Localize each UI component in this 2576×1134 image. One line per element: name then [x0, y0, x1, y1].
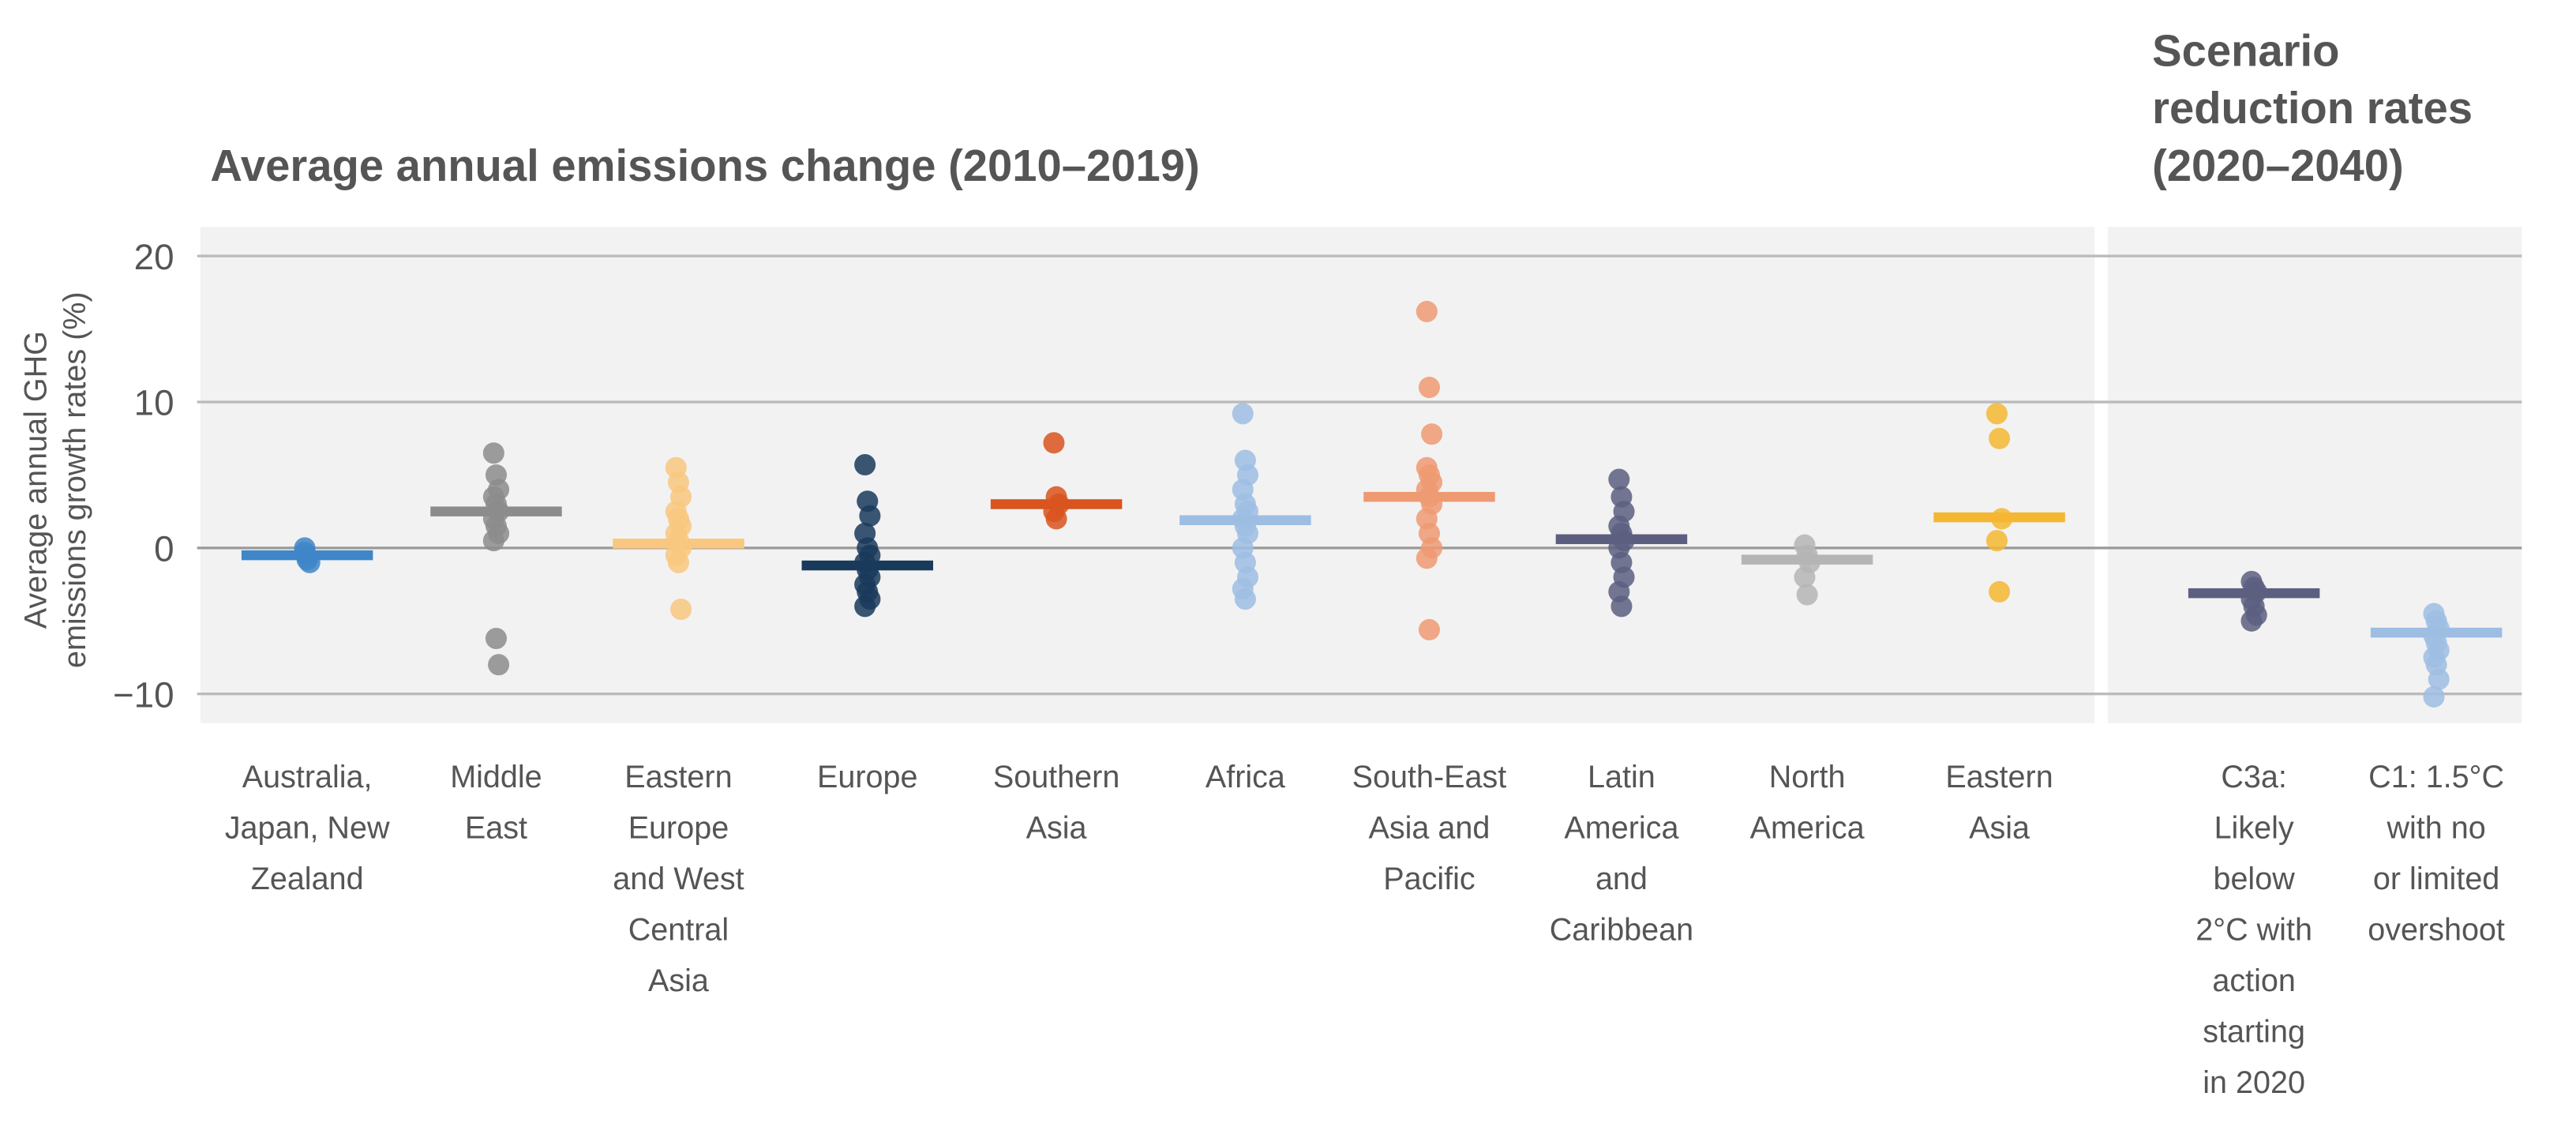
x-tick-label-box: South-East Asia and Pacific: [1352, 760, 1507, 898]
x-tick-label-box: C3a: Likely below 2°C with action starti…: [2195, 760, 2312, 1102]
data-point: [482, 442, 504, 464]
x-tick-label: Southern Asia: [992, 760, 1120, 847]
x-tick-label-box: North America: [1749, 760, 1865, 847]
x-tick-label: North America: [1749, 760, 1865, 847]
x-tick-label-box: Europe: [817, 760, 918, 796]
category-group: [1555, 468, 1688, 618]
panel-title-box: Scenario reduction rates (2020–2040): [2152, 26, 2473, 191]
x-tick-label: Eastern Europe and West Central Asia: [613, 760, 744, 1000]
data-point: [488, 654, 510, 676]
y-tick-label: 20: [134, 237, 174, 277]
panel-title-box: Average annual emissions change (2010–20…: [210, 141, 1200, 191]
category-group: [1933, 403, 2065, 603]
x-tick-label-box: Eastern Europe and West Central Asia: [613, 760, 744, 1000]
data-point: [1989, 580, 2011, 603]
x-tick-label-box: Latin America and Caribbean: [1549, 760, 1694, 948]
mean-bar: [1179, 515, 1311, 526]
panel-background: [2107, 227, 2522, 723]
panel-background: [200, 227, 2095, 723]
category-group: [990, 432, 1123, 530]
x-tick-label: Eastern Asia: [1945, 760, 2053, 847]
mean-bar: [990, 499, 1123, 509]
x-tick-label: South-East Asia and Pacific: [1352, 760, 1507, 898]
data-point: [1421, 423, 1443, 445]
data-point: [1985, 530, 2008, 552]
x-tick-label: Latin America and Caribbean: [1549, 760, 1694, 948]
data-point: [2240, 610, 2263, 632]
y-tick-label: −10: [113, 674, 174, 715]
data-point: [854, 595, 876, 618]
data-point: [1415, 300, 1438, 322]
data-point: [1608, 468, 1630, 490]
data-point: [1985, 403, 2008, 425]
mean-bar: [1741, 554, 1873, 565]
x-tick-label: C1: 1.5°C with no or limited overshoot: [2368, 760, 2505, 948]
data-point: [2428, 668, 2450, 690]
data-point: [1794, 566, 1816, 588]
mean-bar: [241, 550, 373, 561]
y-tick-label: 0: [154, 529, 174, 569]
x-tick-label-box: Middle East: [450, 760, 542, 847]
data-point: [1418, 618, 1440, 640]
data-point: [1610, 595, 1633, 618]
x-tick-label-box: C1: 1.5°C with no or limited overshoot: [2368, 760, 2505, 948]
category-group: [241, 537, 373, 573]
x-tick-label: Middle East: [450, 760, 542, 847]
category-group: [1741, 534, 1873, 606]
category-group: [1179, 403, 1311, 610]
category-group: [801, 453, 934, 618]
data-point: [1418, 377, 1440, 399]
data-point: [1232, 403, 1254, 425]
data-point: [854, 453, 876, 476]
x-tick-label: Africa: [1205, 760, 1285, 796]
category-group: [2188, 570, 2320, 632]
x-tick-label: C3a: Likely below 2°C with action starti…: [2195, 760, 2312, 1102]
y-axis-label: Average annual GHG: [18, 331, 53, 629]
data-point: [1234, 588, 1256, 610]
mean-bar: [1555, 534, 1688, 545]
data-point: [859, 505, 881, 527]
data-point: [2423, 685, 2445, 708]
mean-bar: [1363, 491, 1495, 502]
data-point: [670, 598, 692, 621]
data-point: [1989, 427, 2011, 449]
x-tick-label-box: Australia, Japan, New Zealand: [224, 760, 390, 898]
x-tick-label-box: Eastern Asia: [1945, 760, 2053, 847]
category-group: [430, 442, 562, 676]
mean-bar: [1933, 512, 2065, 523]
x-tick-label-box: Southern Asia: [992, 760, 1120, 847]
data-point: [1043, 432, 1065, 454]
x-tick-label: Europe: [817, 760, 918, 796]
data-point: [1796, 584, 1818, 606]
data-point: [667, 551, 689, 573]
panel-title: Scenario reduction rates (2020–2040): [2152, 26, 2473, 191]
mean-bar: [801, 560, 934, 571]
data-point: [482, 530, 504, 552]
data-point: [485, 627, 507, 650]
x-tick-label: Australia, Japan, New Zealand: [224, 760, 390, 898]
mean-bar: [430, 506, 562, 516]
panel-title: Average annual emissions change (2010–20…: [210, 141, 1200, 191]
mean-bar: [613, 539, 744, 549]
category-group: [2370, 603, 2503, 708]
category-group: [613, 456, 744, 621]
mean-bar: [2370, 627, 2503, 638]
data-point: [1045, 508, 1067, 530]
y-tick-label: 10: [134, 383, 174, 423]
data-point: [1415, 547, 1438, 569]
mean-bar: [2188, 588, 2320, 599]
category-group: [1363, 300, 1495, 640]
x-tick-label-box: Africa: [1205, 760, 1285, 796]
y-axis-label: emissions growth rates (%): [58, 291, 92, 668]
